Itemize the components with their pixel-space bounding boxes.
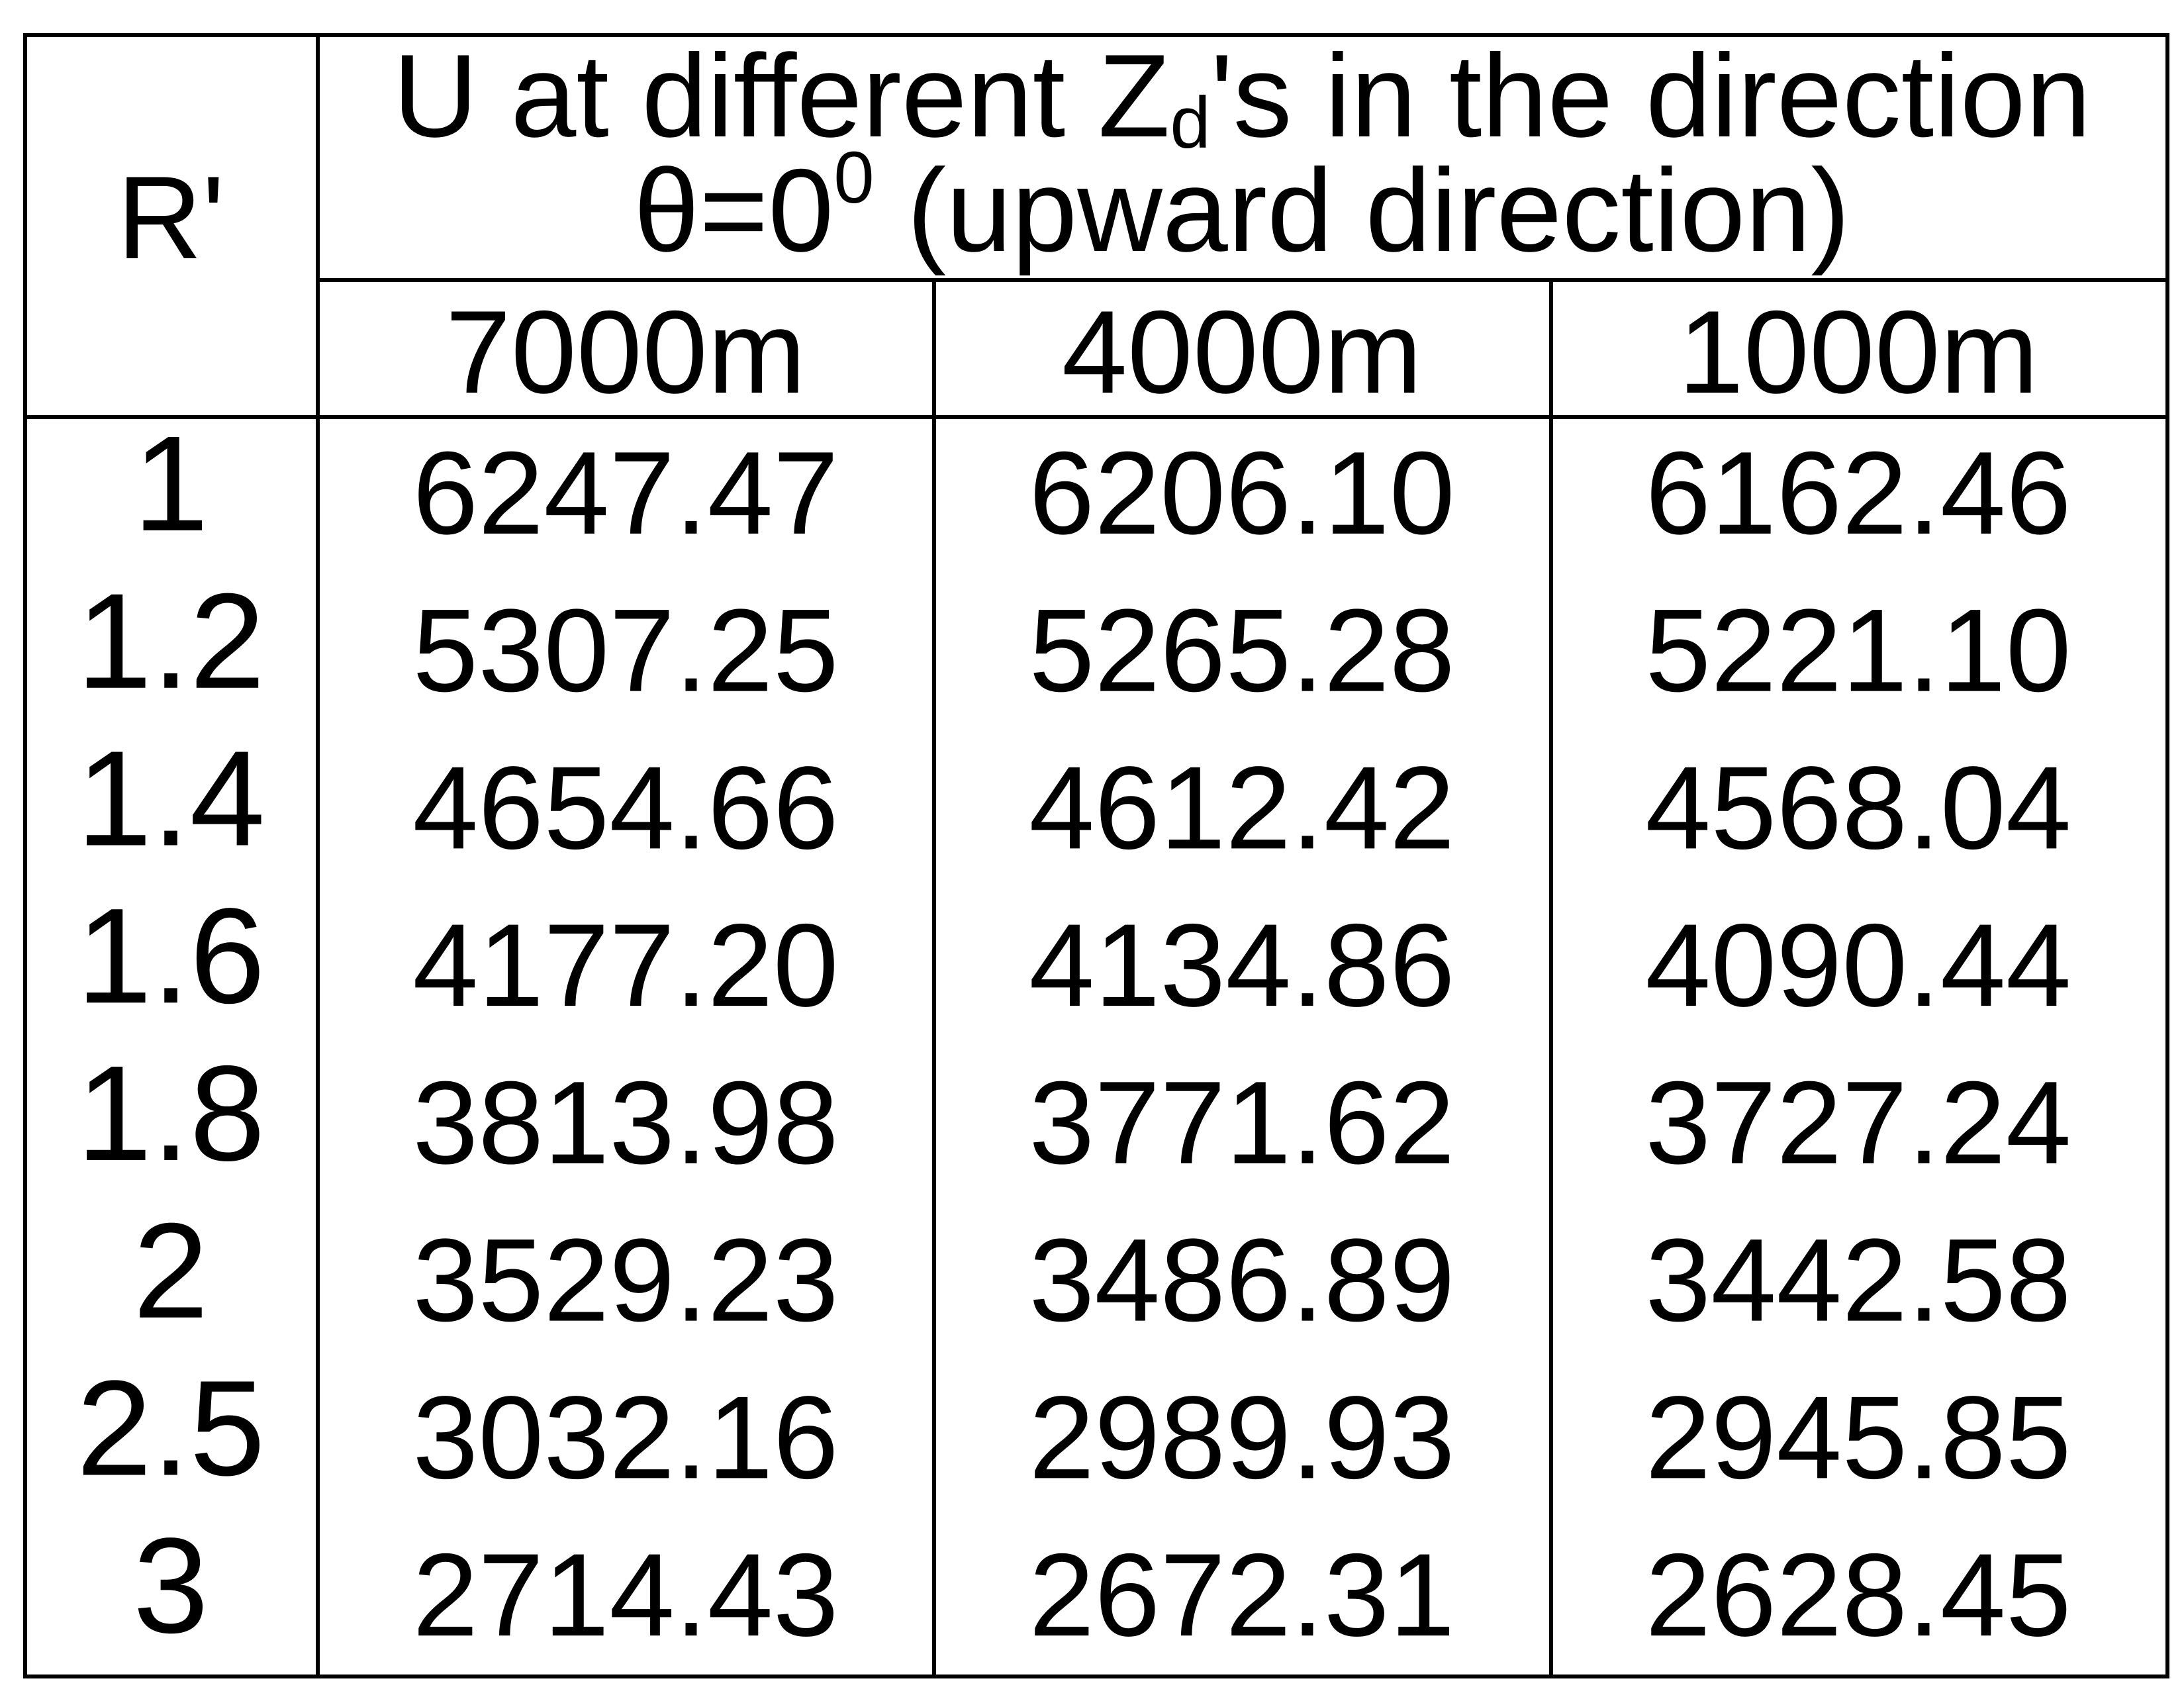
superscript: 0 (833, 137, 874, 218)
cell: 4612.42 (1029, 742, 1454, 873)
cell: 5307.25 (412, 585, 838, 716)
cell: 3529.23 (412, 1214, 838, 1346)
cell: 4568.04 (1645, 742, 2071, 873)
cell: 5265.28 (1029, 585, 1454, 716)
row-label: 1 (133, 408, 209, 559)
cell: 3771.62 (1029, 1057, 1454, 1189)
column-group-title: U at different Zd's in the direction (393, 30, 2091, 164)
column-header: 7000m (446, 286, 806, 418)
column-header: 1000m (1678, 286, 2038, 418)
cell: 6162.46 (1645, 427, 2071, 559)
title-text: θ=0 (634, 144, 833, 276)
cell: 6247.47 (412, 427, 838, 559)
cell: 3032.16 (412, 1371, 838, 1503)
row-label: 3 (133, 1510, 209, 1661)
cell: 4134.86 (1029, 899, 1454, 1031)
cell: 4177.20 (412, 899, 838, 1031)
cell: 4090.44 (1645, 899, 2071, 1031)
cell: 3486.89 (1029, 1214, 1454, 1346)
cell: 2714.43 (412, 1529, 838, 1661)
row-label-header: R' (117, 152, 225, 283)
cell: 4654.66 (412, 742, 838, 873)
subscript: d (1170, 82, 1210, 164)
row-label: 1.6 (77, 880, 265, 1032)
cell: 2945.85 (1645, 1371, 2071, 1503)
row-label: 1.8 (77, 1038, 265, 1189)
cell: 5221.10 (1645, 585, 2071, 716)
title-text: 's in the direction (1211, 30, 2091, 162)
column-header: 4000m (1062, 286, 1422, 418)
row-label: 2.5 (77, 1353, 265, 1504)
cell: 2628.45 (1645, 1529, 2071, 1661)
title-text: U at different Z (393, 30, 1170, 162)
cell: 3442.58 (1645, 1214, 2071, 1346)
row-label: 1.4 (77, 723, 265, 875)
title-text: (upward direction) (875, 144, 1850, 276)
cell: 3727.24 (1645, 1057, 2071, 1189)
row-label: 1.2 (77, 565, 265, 717)
cell: 3813.98 (412, 1057, 838, 1189)
table-border (23, 33, 2169, 1678)
cell: 2672.31 (1029, 1529, 1454, 1661)
row-label: 2 (133, 1195, 209, 1347)
cell: 2989.93 (1029, 1371, 1454, 1503)
column-group-title: θ=00 (upward direction) (634, 137, 1850, 276)
cell: 6206.10 (1029, 427, 1454, 559)
